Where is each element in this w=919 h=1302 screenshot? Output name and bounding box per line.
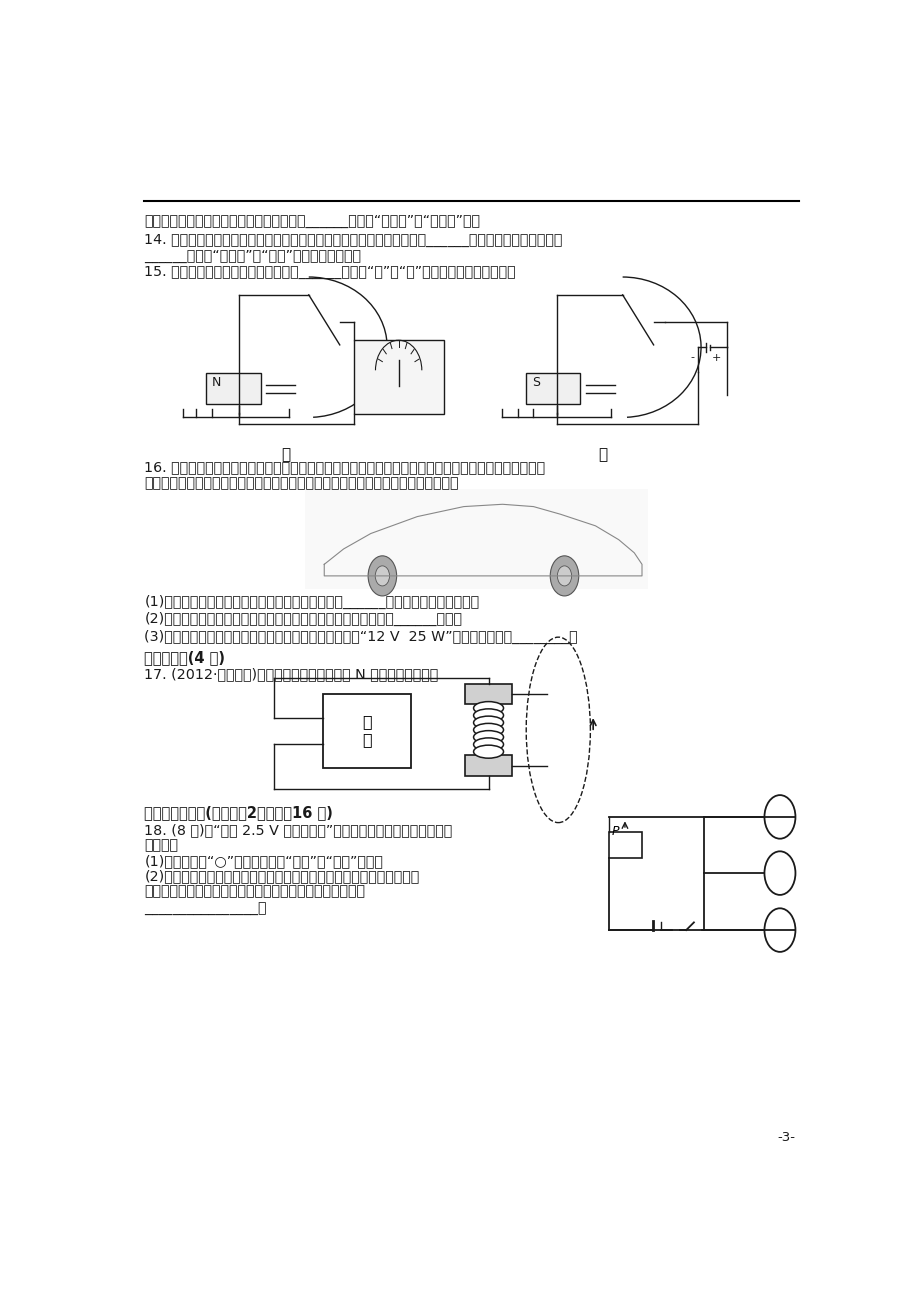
Circle shape <box>557 566 571 586</box>
Bar <box>608 832 641 858</box>
Text: ________________。: ________________。 <box>144 901 267 915</box>
Bar <box>323 694 411 768</box>
Text: 四、实验探究题(本大题共2小题，入16 分): 四、实验探究题(本大题共2小题，入16 分) <box>144 806 333 820</box>
Text: +: + <box>711 353 720 362</box>
Text: 三、作图题(4 分): 三、作图题(4 分) <box>144 650 225 665</box>
Text: P: P <box>611 825 618 838</box>
Text: 的电路。: 的电路。 <box>144 838 178 853</box>
Circle shape <box>764 796 795 838</box>
Text: 16. 小洋家买了一辆崭新漂亮的小汽车，她高兴极了，把车的里里外外都观察了个够。通过观察，小洋发: 16. 小洋家买了一辆崭新漂亮的小汽车，她高兴极了，把车的里里外外都观察了个够。… <box>144 461 545 474</box>
Text: 14. 手机已经成为我们生活中不可缺少的通信工具，在使用过程中电池将______能转化为电能，它是利用: 14. 手机已经成为我们生活中不可缺少的通信工具，在使用过程中电池将______… <box>144 233 562 247</box>
Ellipse shape <box>473 745 503 758</box>
Text: 乙: 乙 <box>598 448 607 462</box>
Text: 时，发现电表如图所示，其中电流表出现这种现象的原因是: 时，发现电表如图所示，其中电流表出现这种现象的原因是 <box>144 884 365 898</box>
Text: 15. 要研究电磁感应现象，可以选用图______（选填“甲”或“乙”）所示的装置进行实验。: 15. 要研究电磁感应现象，可以选用图______（选填“甲”或“乙”）所示的装… <box>144 264 516 279</box>
Text: 电
源: 电 源 <box>362 715 371 747</box>
Text: (2)小汽车的发动机是汽油机，从能源可否再生的角度看，汽油是______能源；: (2)小汽车的发动机是汽油机，从能源可否再生的角度看，汽油是______能源； <box>144 612 462 626</box>
Ellipse shape <box>473 724 503 737</box>
Text: 现小汽车的许多部件都用到了物理知识，下面是她列出的几项，请你帮她补充完整。: 现小汽车的许多部件都用到了物理知识，下面是她列出的几项，请你帮她补充完整。 <box>144 475 459 490</box>
Circle shape <box>764 852 795 894</box>
Text: (1)请在图中的“○”内填入合适的“灯泡”和“电表”符号。: (1)请在图中的“○”内填入合适的“灯泡”和“电表”符号。 <box>144 854 383 868</box>
Text: (3)她查阅小汽车的说明书，发现汽车前灯灯泡的规格是“12 V  25 W”，其物理意义是________。: (3)她查阅小汽车的说明书，发现汽车前灯灯泡的规格是“12 V 25 W”，其物… <box>144 630 577 644</box>
Text: 甲: 甲 <box>280 448 289 462</box>
Bar <box>525 374 579 404</box>
Ellipse shape <box>473 716 503 729</box>
Circle shape <box>375 566 389 586</box>
Text: S: S <box>531 376 539 389</box>
Ellipse shape <box>473 738 503 751</box>
Bar <box>465 684 511 704</box>
Bar <box>304 488 648 589</box>
Text: -: - <box>689 353 693 362</box>
Text: (1)小汽车的轮胎上有许多凹凸不平的花纹，是为了______轮胎与地面间的摩擦力；: (1)小汽车的轮胎上有许多凹凸不平的花纹，是为了______轮胎与地面间的摩擦力… <box>144 595 479 609</box>
Text: 工作状态进行远距离遥控，遥控器发出的是______（选填“电磁波”或“超声波”）。: 工作状态进行远距离遥控，遥控器发出的是______（选填“电磁波”或“超声波”）… <box>144 214 480 228</box>
Text: ______（选填“电磁波”或“声波”）来传递信息的。: ______（选填“电磁波”或“声波”）来传递信息的。 <box>144 249 361 263</box>
Text: (2)小红按电路图连接电路，进行实验，测得的数据如表所示，断开开关: (2)小红按电路图连接电路，进行实验，测得的数据如表所示，断开开关 <box>144 870 419 883</box>
Text: -3-: -3- <box>777 1131 795 1144</box>
Ellipse shape <box>473 730 503 743</box>
Bar <box>206 374 260 404</box>
Bar <box>465 755 511 776</box>
Circle shape <box>368 556 396 596</box>
Text: 18. (8 分)在“测定 2.5 V 小灯泡功率”的实验中，小红设计了如图所示: 18. (8 分)在“测定 2.5 V 小灯泡功率”的实验中，小红设计了如图所示 <box>144 823 452 837</box>
Circle shape <box>550 556 578 596</box>
Text: N: N <box>211 376 221 389</box>
Text: 17. (2012·敖节中考)在图中标出通电螺旋管的 N 极和电源的正极。: 17. (2012·敖节中考)在图中标出通电螺旋管的 N 极和电源的正极。 <box>144 667 438 681</box>
Ellipse shape <box>473 702 503 715</box>
Circle shape <box>764 909 795 952</box>
Bar <box>353 340 444 414</box>
Ellipse shape <box>473 708 503 721</box>
